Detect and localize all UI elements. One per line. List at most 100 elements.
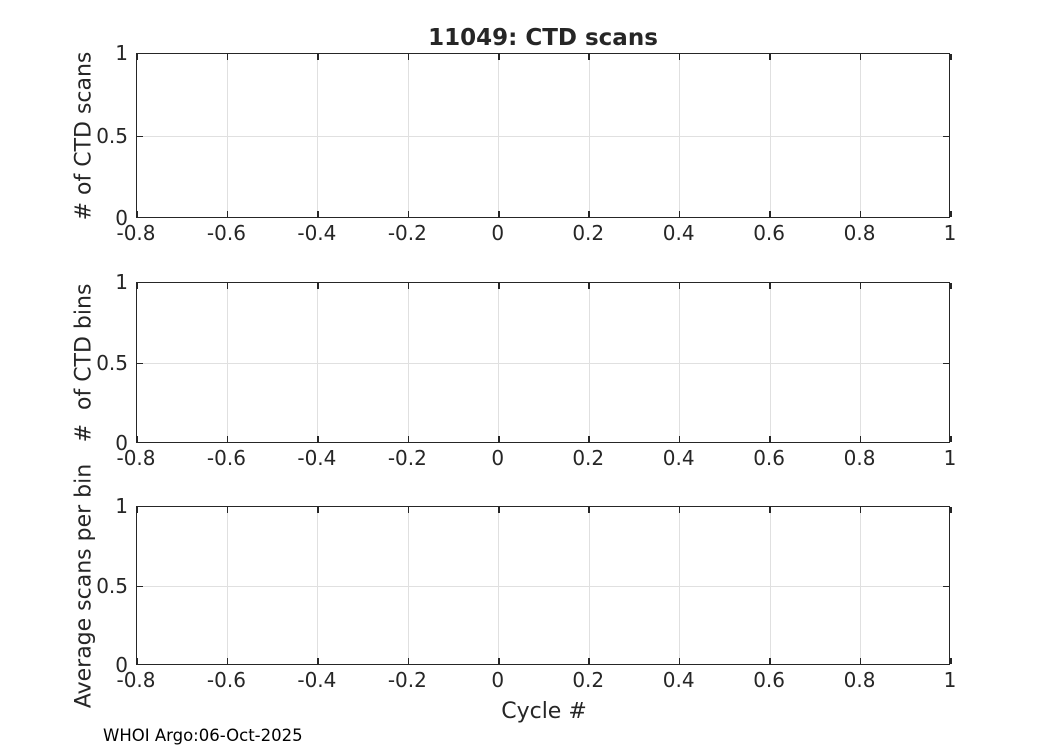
x-tick-label: 1 <box>943 446 957 470</box>
y-tick-label: 1 <box>115 270 128 294</box>
plot-box <box>136 53 952 218</box>
x-tick-mark <box>407 54 410 60</box>
x-tick-mark <box>407 211 410 217</box>
y-tick-label: 0.5 <box>96 123 128 148</box>
x-tick-label: -0.6 <box>206 221 246 245</box>
grid-line-vertical <box>860 283 862 442</box>
x-tick-mark <box>588 436 590 442</box>
x-tick-label: 0 <box>491 221 505 245</box>
x-tick-label: 0.2 <box>572 221 605 245</box>
x-tick-mark <box>498 283 500 289</box>
y-tick-label: 1 <box>115 41 128 65</box>
x-tick-label: -0.4 <box>297 668 337 692</box>
x-tick-label: -0.2 <box>387 668 427 692</box>
x-tick-mark <box>317 211 319 217</box>
x-tick-label: 1 <box>943 668 957 692</box>
plot-box <box>136 506 952 665</box>
x-tick-mark <box>950 658 952 664</box>
x-tick-mark <box>498 507 500 513</box>
x-tick-mark <box>407 436 410 442</box>
x-tick-label: 0 <box>491 668 505 692</box>
x-tick-mark <box>678 507 681 513</box>
x-tick-mark <box>588 211 590 217</box>
grid-line-vertical <box>860 507 862 664</box>
x-tick-mark <box>136 436 138 442</box>
grid-line-vertical <box>498 283 500 442</box>
y-tick-label: 0.5 <box>96 573 128 598</box>
x-tick-mark <box>136 54 138 60</box>
x-tick-label: -0.8 <box>116 668 156 692</box>
y-axis-label: Average scans per bin <box>71 463 97 708</box>
footer-watermark: WHOI Argo:06-Oct-2025 <box>103 726 303 745</box>
x-tick-mark <box>498 211 500 217</box>
x-tick-mark <box>769 507 771 513</box>
x-tick-mark <box>317 658 319 664</box>
x-tick-label: -0.8 <box>116 221 156 245</box>
x-tick-mark <box>136 507 138 513</box>
y-tick-mark <box>943 135 949 138</box>
x-tick-mark <box>678 54 681 60</box>
x-tick-mark <box>317 54 319 60</box>
x-tick-label: 0.2 <box>572 446 605 470</box>
x-tick-mark <box>678 283 681 289</box>
x-tick-mark <box>317 507 319 513</box>
x-tick-mark <box>588 283 590 289</box>
x-tick-mark <box>859 211 862 217</box>
x-tick-label: -0.4 <box>297 221 337 245</box>
x-tick-label: -0.4 <box>297 446 337 470</box>
grid-line-vertical <box>407 507 409 664</box>
x-tick-mark <box>678 658 681 664</box>
x-tick-label: -0.6 <box>206 446 246 470</box>
x-axis-label: Cycle # <box>501 699 587 724</box>
x-tick-mark <box>769 658 771 664</box>
x-tick-mark <box>226 507 229 513</box>
y-tick-label: 0.5 <box>96 350 128 375</box>
x-tick-label: 0.4 <box>662 446 695 470</box>
grid-line-horizontal <box>137 363 949 364</box>
grid-line-vertical <box>317 54 319 217</box>
grid-line-vertical <box>588 507 590 664</box>
y-tick-mark <box>943 585 949 588</box>
grid-line-vertical <box>226 507 228 664</box>
x-tick-label: 0.6 <box>753 446 786 470</box>
x-tick-mark <box>769 211 771 217</box>
x-tick-mark <box>226 658 229 664</box>
grid-line-horizontal <box>137 586 949 587</box>
x-tick-mark <box>136 658 138 664</box>
y-axis-label: # of CTD scans <box>71 51 97 220</box>
x-tick-mark <box>950 54 952 60</box>
grid-line-vertical <box>407 54 409 217</box>
x-tick-mark <box>226 436 229 442</box>
x-tick-mark <box>950 283 952 289</box>
x-tick-mark <box>950 507 952 513</box>
y-tick-mark <box>137 362 143 365</box>
x-tick-label: 0.6 <box>753 221 786 245</box>
y-tick-mark <box>943 362 949 365</box>
x-tick-mark <box>588 507 590 513</box>
grid-line-vertical <box>679 283 681 442</box>
grid-line-vertical <box>588 283 590 442</box>
x-tick-label: -0.2 <box>387 221 427 245</box>
x-tick-label: 1 <box>943 221 957 245</box>
x-tick-label: 0.6 <box>753 668 786 692</box>
grid-line-vertical <box>407 283 409 442</box>
grid-line-vertical <box>769 283 771 442</box>
x-tick-mark <box>769 283 771 289</box>
y-tick-label: 0 <box>115 206 128 230</box>
x-tick-mark <box>950 211 952 217</box>
y-axis-label: # of CTD bins <box>71 283 97 442</box>
x-tick-mark <box>769 436 771 442</box>
x-tick-mark <box>859 436 862 442</box>
y-tick-mark <box>137 135 143 138</box>
grid-line-vertical <box>588 54 590 217</box>
grid-line-vertical <box>498 507 500 664</box>
x-tick-mark <box>498 54 500 60</box>
y-tick-label: 0 <box>115 653 128 677</box>
x-tick-mark <box>859 658 862 664</box>
y-tick-label: 1 <box>115 494 128 518</box>
grid-line-vertical <box>226 54 228 217</box>
x-tick-mark <box>407 283 410 289</box>
x-tick-label: 0.8 <box>843 668 876 692</box>
x-tick-mark <box>498 436 500 442</box>
